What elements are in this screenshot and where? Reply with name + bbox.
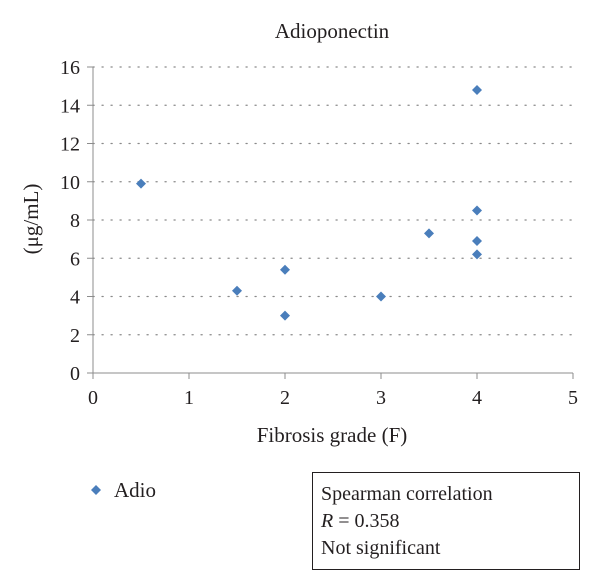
- x-tick-label: 4: [472, 387, 482, 409]
- y-axis-label: (μg/mL): [19, 184, 43, 255]
- x-tick-label: 3: [376, 387, 386, 409]
- data-point: [280, 310, 290, 321]
- legend-marker: [91, 485, 101, 495]
- correlation-symbol: R: [321, 510, 334, 532]
- correlation-value: = 0.358: [333, 510, 400, 532]
- y-tick-label: 12: [60, 134, 80, 156]
- chart-title: Adioponectin: [275, 19, 390, 43]
- data-point: [472, 205, 482, 216]
- y-tick-label: 14: [60, 95, 80, 117]
- x-axis-label: Fibrosis grade (F): [257, 423, 408, 447]
- stats-correlation: R = 0.358: [321, 508, 579, 535]
- y-tick-label: 6: [70, 248, 80, 270]
- x-tick-label: 5: [568, 387, 578, 409]
- legend: Adio: [91, 478, 156, 502]
- y-tick-label: 0: [70, 363, 80, 385]
- data-point: [280, 264, 290, 275]
- x-tick-label: 2: [280, 387, 290, 409]
- axes: [87, 66, 574, 379]
- stats-significance: Not significant: [321, 537, 441, 559]
- data-points: [136, 84, 482, 321]
- x-tick-label: 1: [184, 387, 194, 409]
- data-point: [232, 285, 242, 296]
- y-tick-label: 8: [70, 210, 80, 232]
- x-tick-label: 0: [88, 387, 98, 409]
- y-tick-label: 4: [70, 287, 80, 309]
- data-point: [136, 178, 146, 189]
- y-tick-label: 10: [60, 172, 80, 194]
- data-point: [376, 291, 386, 302]
- statistics-box: Spearman correlation R = 0.358 Not signi…: [312, 472, 580, 570]
- data-point: [472, 249, 482, 260]
- legend-label: Adio: [114, 478, 156, 502]
- data-point: [472, 84, 482, 95]
- y-tick-label: 16: [60, 57, 80, 79]
- y-tick-label: 2: [70, 325, 80, 347]
- stats-title: Spearman correlation: [321, 483, 493, 505]
- data-point: [424, 228, 434, 239]
- gridlines: [92, 66, 574, 336]
- data-point: [472, 236, 482, 247]
